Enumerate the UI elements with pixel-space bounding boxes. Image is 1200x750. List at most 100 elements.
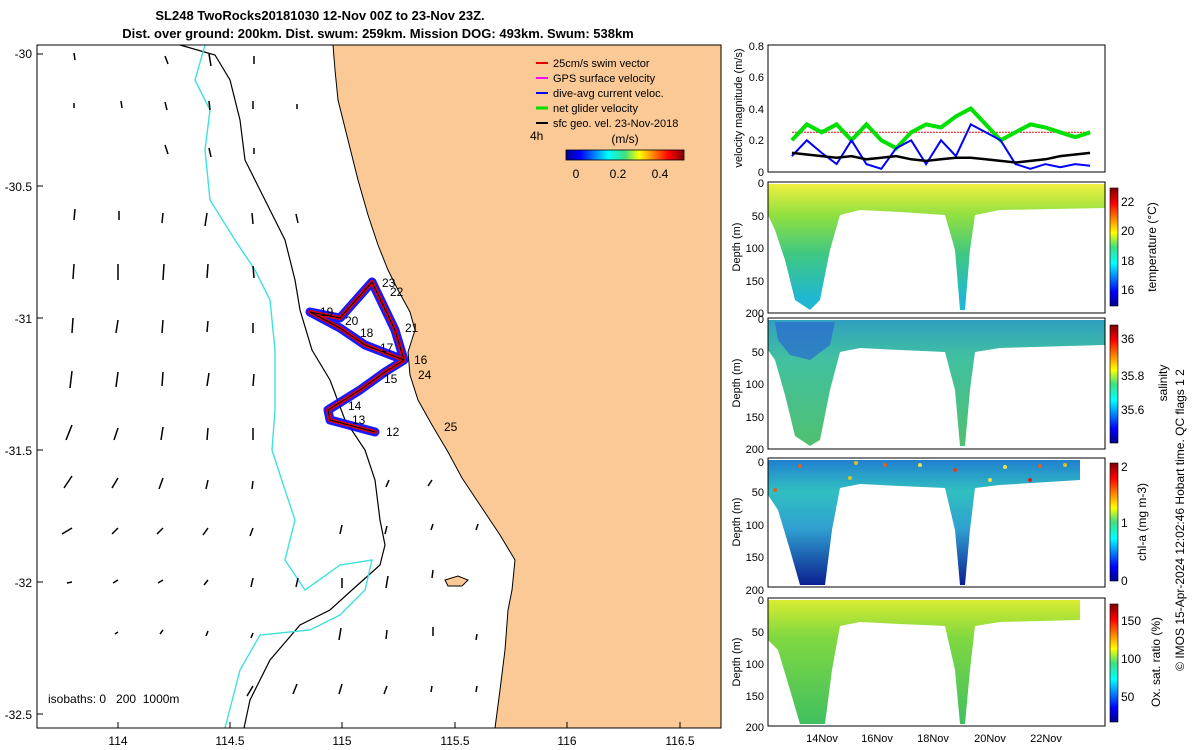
day-label: 14 xyxy=(348,399,362,413)
chl-ylabel: Depth (m) xyxy=(731,498,743,547)
date-ticks: 14Nov 16Nov 18Nov 20Nov 22Nov xyxy=(806,733,1062,745)
sal-colorbar-label: salinity xyxy=(1156,365,1170,402)
map-x-tick: 116 xyxy=(557,734,576,748)
colorbar-unit: (m/s) xyxy=(611,132,638,146)
depth-tick: 150 xyxy=(746,691,764,703)
day-labels: 12 13 14 15 16 17 18 19 20 21 22 23 24 2… xyxy=(320,276,458,439)
scale-label: 4h xyxy=(530,129,543,143)
map-panel: 12 13 14 15 16 17 18 19 20 21 22 23 24 2… xyxy=(5,44,722,748)
map-y-tick: -31 xyxy=(15,312,33,326)
cbar-tick: 36 xyxy=(1121,332,1135,346)
depth-tick: 100 xyxy=(746,520,764,532)
day-label: 15 xyxy=(384,372,398,386)
colorbar-tick: 0.2 xyxy=(610,167,627,181)
sal-colorbar xyxy=(1109,324,1119,444)
legend-entry: dive-avg current veloc. xyxy=(553,88,664,100)
map-y-ticks: -30 -30.5 -31 -31.5 -32 -32.5 xyxy=(5,47,33,722)
day-label: 25 xyxy=(444,420,458,434)
depth-tick: 50 xyxy=(752,487,764,499)
depth-tick: 150 xyxy=(746,276,764,288)
vel-y-tick: 0.4 xyxy=(749,104,764,116)
depth-tick: 200 xyxy=(746,722,764,734)
ox-colorbar xyxy=(1109,603,1119,723)
temp-colorbar xyxy=(1109,187,1119,307)
day-label: 21 xyxy=(405,321,419,335)
oxygen-panel: Depth (m) 0 50 100 150 200 14Nov 16Nov 1… xyxy=(731,595,1163,745)
depth-tick: 100 xyxy=(746,659,764,671)
depth-tick: 100 xyxy=(746,243,764,255)
temp-colorbar-label: temperature (°C) xyxy=(1145,202,1159,292)
current-vectors xyxy=(61,52,479,697)
day-label: 13 xyxy=(352,413,366,427)
oxygen-field xyxy=(768,600,1080,724)
day-label: 18 xyxy=(360,326,374,340)
day-label: 22 xyxy=(390,285,404,299)
cbar-tick: 35.6 xyxy=(1121,403,1145,417)
date-tick: 20Nov xyxy=(974,733,1006,745)
isobath-1000m xyxy=(194,44,373,729)
figure-title-line2: Dist. over ground: 200km. Dist. swum: 25… xyxy=(122,26,634,41)
velocity-y-ticks: 0 0.2 0.4 0.6 0.8 xyxy=(749,41,764,179)
depth-tick: 200 xyxy=(746,585,764,597)
day-label: 23 xyxy=(382,276,396,290)
depth-tick: 150 xyxy=(746,552,764,564)
map-x-tick: 116.5 xyxy=(665,734,694,748)
depth-tick: 0 xyxy=(758,595,764,607)
temperature-field xyxy=(768,184,1105,310)
depth-tick: 100 xyxy=(746,379,764,391)
day-label: 12 xyxy=(386,425,400,439)
vel-y-tick: 0.6 xyxy=(749,72,764,84)
map-colorbar xyxy=(565,149,685,161)
depth-tick: 0 xyxy=(758,314,764,326)
date-tick: 22Nov xyxy=(1030,733,1062,745)
isobaths-note: isobaths: 0 200 1000m xyxy=(48,692,179,706)
day-label: 17 xyxy=(380,341,394,355)
cbar-tick: 2 xyxy=(1121,460,1128,474)
cbar-tick: 100 xyxy=(1121,652,1141,666)
temp-y-ticks: 0 50 100 150 200 xyxy=(746,178,764,320)
velocity-series-line xyxy=(791,151,1091,164)
chlorophyll-surface-dots xyxy=(773,461,1067,492)
cbar-tick: 150 xyxy=(1121,614,1141,628)
chl-y-ticks: 0 50 100 150 200 xyxy=(746,457,764,597)
cbar-tick: 20 xyxy=(1121,224,1135,238)
depth-tick: 0 xyxy=(758,457,764,469)
sal-y-ticks: 0 50 100 150 200 xyxy=(746,314,764,456)
colorbar-tick: 0.4 xyxy=(652,167,669,181)
chl-colorbar-label: chl-a (mg m-3) xyxy=(1135,483,1149,561)
vel-ylabel: velocity magnitude (m/s) xyxy=(733,48,745,167)
ox-y-ticks: 0 50 100 150 200 xyxy=(746,595,764,734)
legend-entry: net glider velocity xyxy=(553,103,638,115)
sal-colorbar-ticks: 35.6 35.8 36 xyxy=(1121,332,1145,417)
day-label: 24 xyxy=(418,368,432,382)
map-x-tick: 114 xyxy=(108,734,127,748)
ox-colorbar-label: Ox. sat. ratio (%) xyxy=(1149,617,1163,707)
vel-y-tick: 0.8 xyxy=(749,41,764,53)
island xyxy=(444,575,469,587)
velocity-panel: 0 0.2 0.4 0.6 0.8 velocity magnitude (m/… xyxy=(733,41,1106,179)
map-tick-marks xyxy=(37,53,681,728)
map-y-tick: -32 xyxy=(15,576,33,590)
map-x-tick: 115 xyxy=(332,734,351,748)
vel-y-tick: 0 xyxy=(758,167,764,179)
legend-entry: sfc geo. vel. 23-Nov-2018 xyxy=(553,118,678,130)
depth-tick: 0 xyxy=(758,178,764,190)
cbar-tick: 16 xyxy=(1121,283,1135,297)
figure-title-line1: SL248 TwoRocks20181030 12-Nov 00Z to 23-… xyxy=(155,8,484,23)
glider-track xyxy=(305,277,409,437)
copyright-note: © IMOS 15-Apr-2024 12:02:46 Hobart time.… xyxy=(1173,369,1187,671)
cbar-tick: 50 xyxy=(1121,690,1135,704)
velocity-series xyxy=(790,106,1091,170)
date-tick: 18Nov xyxy=(917,733,949,745)
chlorophyll-field xyxy=(768,460,1080,585)
sal-ylabel: Depth (m) xyxy=(731,359,743,408)
map-y-tick: -30 xyxy=(15,47,33,61)
cbar-tick: 18 xyxy=(1121,254,1135,268)
land-area xyxy=(332,44,722,729)
cbar-tick: 22 xyxy=(1121,195,1135,209)
depth-tick: 50 xyxy=(752,627,764,639)
date-tick: 16Nov xyxy=(861,733,893,745)
cbar-tick: 35.8 xyxy=(1121,369,1145,383)
ox-ylabel: Depth (m) xyxy=(731,638,743,687)
